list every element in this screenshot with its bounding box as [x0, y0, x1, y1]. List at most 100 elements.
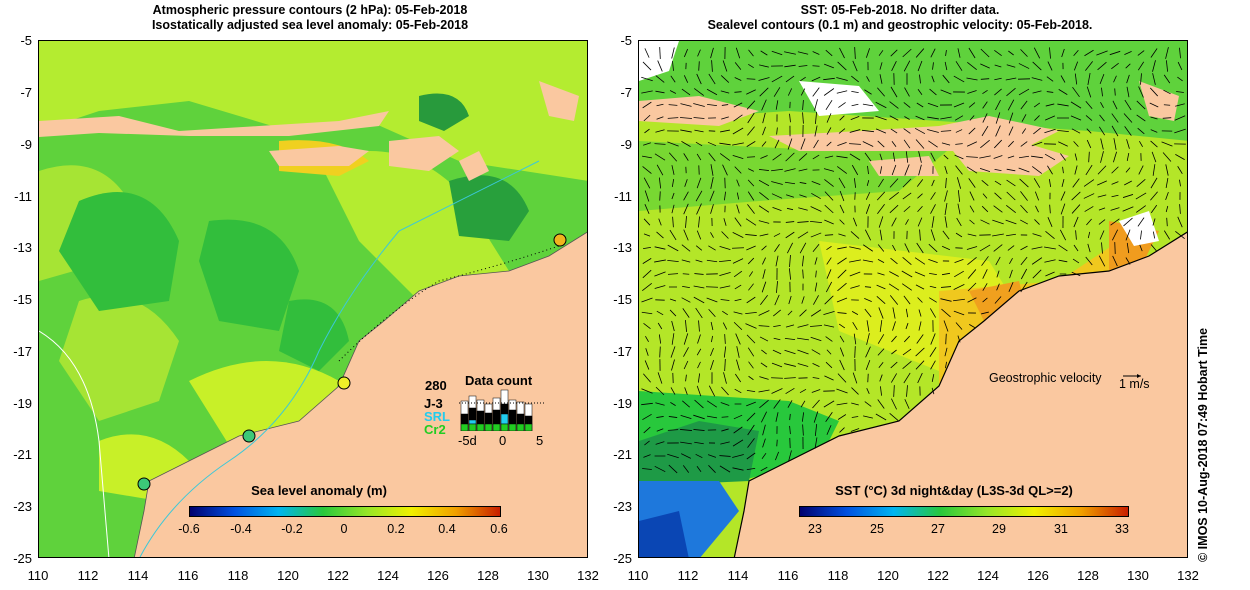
velocity-arrow — [915, 284, 925, 290]
y-tick-label: -21 — [613, 447, 632, 462]
velocity-arrow — [849, 259, 861, 263]
velocity-arrow — [719, 142, 731, 146]
x-tick-label: 126 — [1027, 568, 1049, 583]
velocity-arrow — [784, 181, 796, 185]
velocity-arrow — [657, 60, 663, 72]
velocity-arrow — [1007, 245, 1015, 251]
velocity-arrow — [861, 129, 875, 133]
velocity-arrow — [775, 412, 779, 422]
velocity-arrow — [824, 179, 834, 187]
velocity-arrow — [1018, 88, 1030, 96]
velocity-arrow — [1111, 166, 1119, 174]
velocity-arrow — [693, 296, 705, 304]
velocity-arrow — [696, 153, 702, 161]
velocity-arrow — [966, 166, 978, 174]
velocity-arrow — [875, 128, 887, 134]
velocity-arrow — [1161, 141, 1173, 147]
velocity-arrow — [719, 153, 731, 161]
velocity-arrow — [954, 270, 964, 278]
velocity-arrow — [654, 143, 666, 145]
velocity-arrow — [930, 360, 936, 370]
velocity-arrow — [732, 439, 744, 447]
velocity-arrow — [1139, 244, 1143, 252]
velocity-arrow — [879, 153, 883, 161]
velocity-arrow — [733, 414, 743, 420]
velocity-arrow — [784, 64, 796, 68]
velocity-arrow — [719, 455, 731, 457]
velocity-arrow — [668, 464, 678, 474]
x-tick-label: 112 — [677, 568, 699, 583]
velocity-arrow — [1111, 181, 1119, 185]
velocity-arrow — [801, 412, 805, 422]
velocity-arrow — [812, 377, 820, 379]
velocity-arrow — [967, 90, 977, 94]
velocity-arrow — [1032, 61, 1042, 71]
velocity-arrow — [891, 60, 897, 72]
velocity-arrow — [758, 325, 770, 327]
left-title-line2: Isostatically adjusted sea level anomaly… — [151, 18, 469, 32]
velocity-arrow — [1163, 89, 1171, 95]
velocity-arrow — [762, 257, 766, 265]
velocity-arrow — [655, 129, 665, 133]
velocity-arrow — [824, 295, 834, 305]
velocity-arrow — [812, 154, 820, 160]
left-colorbar-tick: 0 — [340, 522, 348, 536]
imos-credit: © IMOS 10-Aug-2018 07:49 Hobart Time — [1196, 327, 1210, 562]
velocity-arrow — [824, 63, 834, 69]
velocity-arrow — [720, 299, 730, 301]
velocity-arrow — [892, 321, 896, 331]
velocity-arrow — [719, 271, 731, 277]
velocity-arrow — [981, 179, 989, 187]
velocity-arrow — [929, 272, 937, 276]
velocity-arrow — [1136, 179, 1146, 187]
velocity-arrow — [1126, 139, 1130, 149]
velocity-arrow — [786, 194, 794, 198]
velocity-arrow — [1150, 129, 1158, 133]
velocity-arrow — [839, 219, 845, 225]
velocity-arrow — [1135, 192, 1147, 200]
velocity-arrow — [762, 424, 766, 436]
velocity-arrow — [837, 257, 847, 265]
velocity-arrow — [734, 166, 742, 174]
velocity-arrow — [954, 259, 964, 263]
velocity-arrow — [733, 114, 743, 122]
velocity-arrow — [854, 47, 856, 59]
velocity-arrow — [746, 401, 756, 407]
velocity-arrow — [1083, 179, 1095, 187]
velocity-arrow — [903, 205, 911, 213]
velocity-arrow — [720, 75, 730, 83]
velocity-arrow — [1124, 180, 1132, 186]
velocity-arrow — [748, 63, 754, 69]
velocity-arrow — [824, 234, 834, 236]
velocity-arrow — [1138, 86, 1144, 98]
velocity-arrow — [953, 298, 965, 302]
velocity-arrow — [723, 346, 727, 358]
velocity-arrow — [1044, 246, 1056, 250]
velocity-arrow — [903, 102, 911, 108]
velocity-arrow — [877, 140, 885, 148]
velocity-arrow — [760, 362, 768, 368]
velocity-arrow — [679, 117, 693, 119]
velocity-arrow — [788, 295, 792, 305]
velocity-arrow — [930, 48, 936, 58]
velocity-arrow — [732, 454, 744, 458]
velocity-arrow — [1034, 191, 1040, 201]
velocity-arrow — [1046, 91, 1054, 93]
velocity-arrow — [710, 359, 714, 371]
velocity-arrow — [877, 203, 885, 215]
velocity-arrow — [811, 192, 821, 200]
velocity-arrow — [671, 333, 675, 345]
velocity-arrow — [851, 90, 859, 94]
velocity-arrow — [955, 61, 963, 71]
velocity-arrow — [813, 411, 819, 423]
velocity-arrow — [759, 399, 769, 409]
velocity-arrow — [1047, 61, 1053, 71]
velocity-arrow — [747, 424, 755, 436]
velocity-arrow — [955, 322, 963, 330]
velocity-arrow — [826, 127, 832, 135]
velocity-arrow — [745, 234, 757, 236]
velocity-arrow — [1152, 231, 1156, 239]
velocity-arrow — [1152, 164, 1156, 176]
velocity-arrow — [862, 141, 874, 147]
velocity-arrow — [719, 285, 731, 289]
